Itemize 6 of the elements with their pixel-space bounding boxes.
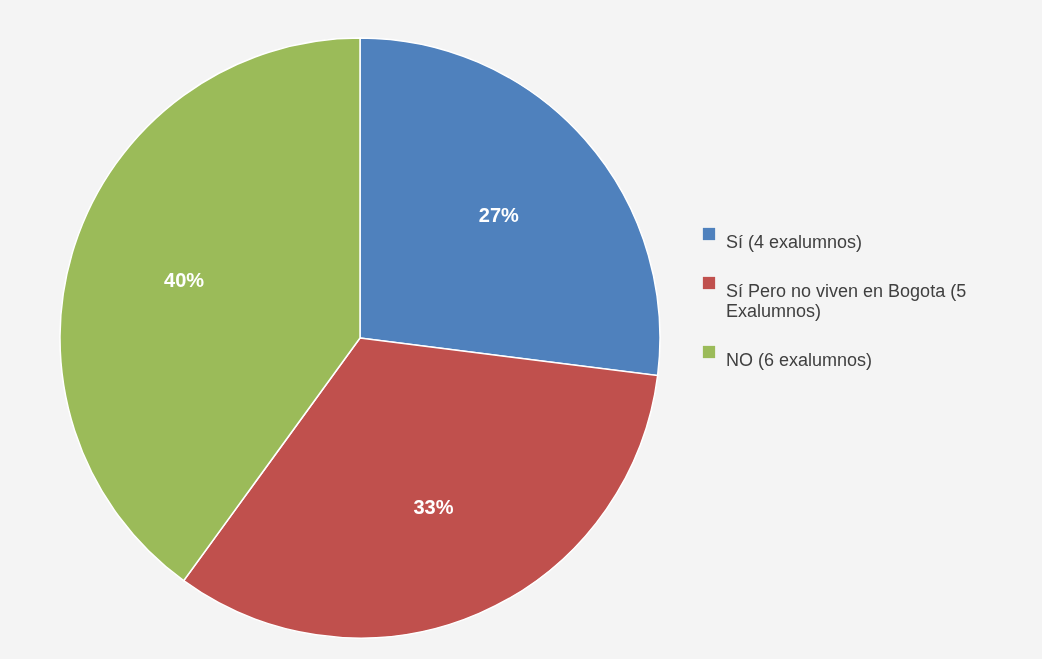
data-label: 33%: [413, 495, 454, 518]
data-label: 27%: [478, 203, 519, 226]
legend-label: Sí (4 exalumnos): [726, 232, 863, 252]
legend-label: NO (6 exalumnos): [726, 350, 873, 370]
data-label: 40%: [164, 268, 205, 291]
legend-label: Sí Pero no viven en Bogota (5 Exalumnos): [726, 281, 967, 321]
